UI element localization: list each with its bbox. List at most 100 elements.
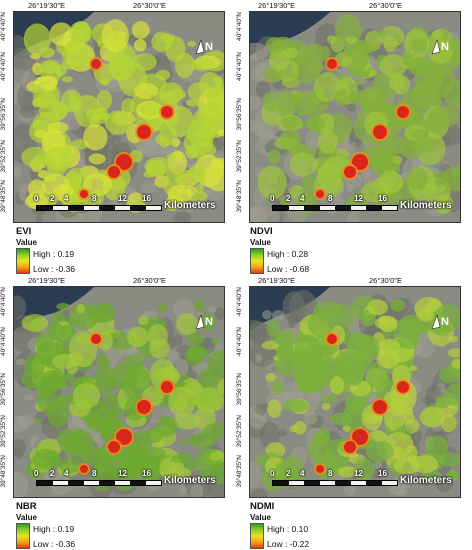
scale-tick-label: 0	[270, 469, 275, 478]
vegetation-patch	[95, 365, 114, 385]
scale-bar-segments	[36, 480, 162, 486]
vegetation-patch	[448, 335, 458, 343]
vegetation-patch	[330, 412, 354, 426]
scale-bar-segment	[273, 481, 289, 485]
scale-bar-segment	[319, 481, 335, 485]
vegetation-patch	[349, 67, 366, 78]
scale-tick-label: 4	[300, 194, 305, 203]
scale-bar-segment	[304, 206, 320, 210]
map-image	[250, 12, 460, 222]
scale-tick-label: 4	[300, 469, 305, 478]
coord-label-left: 39°48'35"N	[236, 455, 243, 488]
terrain-patch	[92, 434, 102, 444]
vegetation-patch	[261, 340, 280, 350]
scale-bar-segment	[83, 206, 99, 210]
vegetation-patch	[187, 41, 197, 47]
vegetation-patch	[33, 418, 43, 424]
coord-label-top: 26°19'30"E	[28, 1, 66, 10]
coord-label-top: 26°30'0"E	[133, 1, 166, 10]
vegetation-patch	[170, 455, 187, 463]
vegetation-patch	[111, 69, 129, 81]
terrain-patch	[329, 196, 345, 207]
vegetation-patch	[24, 354, 45, 379]
coord-label-top: 26°19'30"E	[28, 276, 66, 285]
vegetation-patch	[431, 75, 443, 84]
vegetation-patch	[265, 36, 284, 54]
scale-tick-label: 0	[34, 194, 39, 203]
vegetation-patch	[187, 433, 216, 449]
scale-bar-segment	[52, 206, 68, 210]
vegetation-patch	[335, 136, 345, 145]
vegetation-patch	[313, 72, 341, 102]
vegetation-patch	[426, 28, 455, 64]
coord-label-left: 39°48'35"N	[236, 180, 243, 213]
burned-area	[373, 400, 387, 414]
terrain-patch	[19, 105, 36, 119]
scale-tick-label: 12	[118, 194, 127, 203]
map-image	[14, 287, 224, 497]
vegetation-patch	[44, 146, 75, 172]
vegetation-patch	[97, 312, 111, 322]
scale-tick-label: 2	[286, 194, 291, 203]
vegetation-patch	[157, 303, 168, 313]
coord-label-left: 39°52'35"N	[0, 415, 7, 448]
vegetation-patch	[360, 85, 386, 115]
scale-bar-segment	[350, 481, 366, 485]
vegetation-patch	[447, 348, 460, 358]
vegetation-patch	[104, 110, 133, 135]
terrain-patch	[167, 350, 181, 365]
terrain-patch	[175, 358, 189, 377]
scale-unit-label: Kilometers	[164, 200, 216, 211]
scale-tick-label: 4	[64, 194, 69, 203]
vegetation-patch	[377, 171, 403, 194]
vegetation-patch	[159, 125, 178, 146]
vegetation-patch	[30, 53, 41, 60]
burned-area	[80, 190, 88, 198]
satellite-map: N 0 2 4 8 12 16 Kilometers	[249, 11, 461, 223]
terrain-patch	[250, 461, 262, 488]
sea-area	[250, 12, 330, 56]
burned-area	[108, 441, 120, 453]
vegetation-patch	[35, 385, 50, 397]
scale-tick-label: 8	[92, 194, 97, 203]
scale-bar-segment	[114, 481, 130, 485]
terrain-patch	[250, 413, 266, 430]
vegetation-patch	[216, 130, 224, 137]
north-arrow-icon: N	[428, 309, 454, 335]
terrain-patch	[14, 295, 27, 319]
vegetation-patch	[106, 52, 116, 62]
vegetation-patch	[367, 299, 388, 316]
scale-bar-segment	[52, 481, 68, 485]
scale-bar-segments	[36, 205, 162, 211]
legend-value-label: Value	[16, 238, 37, 247]
scale-bar: 0 2 4 8 12 16 Kilometers	[14, 194, 224, 222]
scale-unit-label: Kilometers	[400, 475, 452, 486]
vegetation-patch	[392, 155, 403, 165]
legend-high-label: High : 0.19	[33, 249, 75, 259]
vegetation-patch	[43, 450, 60, 467]
terrain-patch	[178, 485, 187, 494]
vegetation-patch	[45, 378, 68, 391]
vegetation-patch	[85, 412, 107, 431]
vegetation-patch	[390, 398, 406, 416]
burned-area	[91, 59, 101, 69]
vegetation-patch	[184, 346, 205, 366]
vegetation-patch	[334, 88, 349, 106]
vegetation-patch	[83, 124, 108, 151]
scale-tick-label: 0	[34, 469, 39, 478]
vegetation-patch	[353, 457, 375, 482]
vegetation-patch	[34, 129, 49, 139]
scale-bar-segment	[366, 481, 382, 485]
burned-area	[137, 400, 151, 414]
terrain-patch	[355, 139, 362, 148]
legend-high-label: High : 0.28	[267, 249, 309, 259]
vegetation-patch	[43, 82, 56, 92]
north-arrow-icon: N	[428, 34, 454, 60]
vegetation-patch	[212, 468, 224, 484]
legend-low-label: Low : -0.36	[33, 264, 76, 274]
scale-tick-label: 16	[378, 194, 387, 203]
coord-label-left: 39°52'35"N	[236, 140, 243, 173]
coord-label-left: 40°4'40"N	[236, 327, 243, 356]
vegetation-patch	[306, 117, 325, 131]
terrain-patch	[250, 205, 268, 222]
